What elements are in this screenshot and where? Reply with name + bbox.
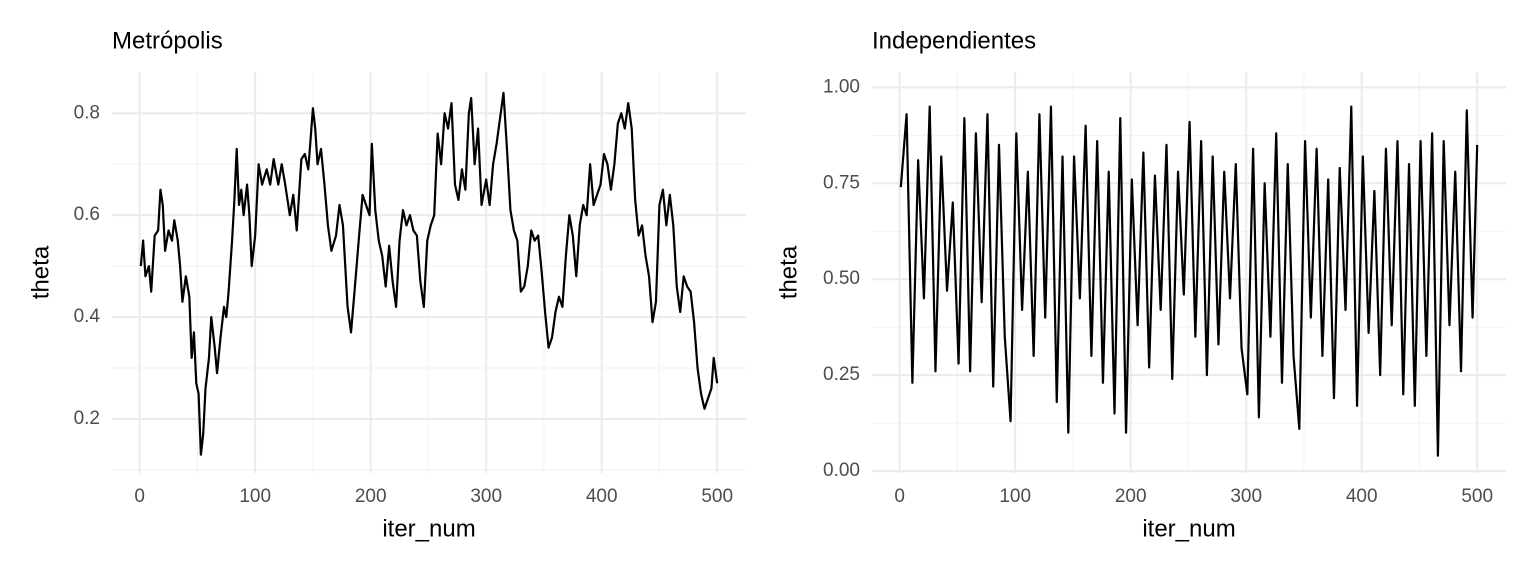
y-axis-title: theta — [27, 245, 54, 299]
x-tick-label: 300 — [470, 486, 502, 507]
panel: 0 100 200 300 400 500 0.2 0.4 0.6 0.8 Metrópolis it… — [27, 27, 746, 542]
x-axis-title: iter_num — [382, 515, 475, 542]
y-tick-label: 0.50 — [823, 268, 860, 289]
y-tick-label: 0.75 — [823, 172, 860, 193]
data-line — [899, 105, 1479, 457]
y-tick-label: 0.25 — [823, 364, 860, 385]
panel: 0 100 200 300 400 500 0.00 0.25 0.50 0.75 1.00 Inde… — [775, 27, 1506, 542]
y-tick-label: 0.2 — [74, 408, 100, 429]
x-tick-label: 0 — [134, 486, 145, 507]
x-axis-title: iter_num — [1142, 515, 1235, 542]
y-tick-label: 0.4 — [74, 306, 101, 327]
y-tick-label: 0.00 — [823, 460, 860, 481]
x-tick-label: 500 — [1461, 486, 1493, 507]
y-tick-label: 1.00 — [823, 76, 860, 97]
y-axis-title: theta — [775, 245, 802, 299]
y-tick-label: 0.8 — [74, 102, 100, 123]
x-tick-label: 400 — [1346, 486, 1378, 507]
panel-title: Metrópolis — [112, 27, 223, 54]
data-line — [139, 91, 719, 456]
x-tick-label: 100 — [239, 486, 271, 507]
x-tick-label: 0 — [894, 486, 905, 507]
x-tick-label: 500 — [701, 486, 733, 507]
x-tick-label: 100 — [999, 486, 1031, 507]
x-tick-label: 200 — [355, 486, 387, 507]
panel-title: Independientes — [872, 27, 1036, 54]
x-tick-label: 200 — [1115, 486, 1147, 507]
x-tick-label: 300 — [1230, 486, 1262, 507]
y-tick-label: 0.6 — [74, 204, 100, 225]
x-tick-label: 400 — [586, 486, 618, 507]
